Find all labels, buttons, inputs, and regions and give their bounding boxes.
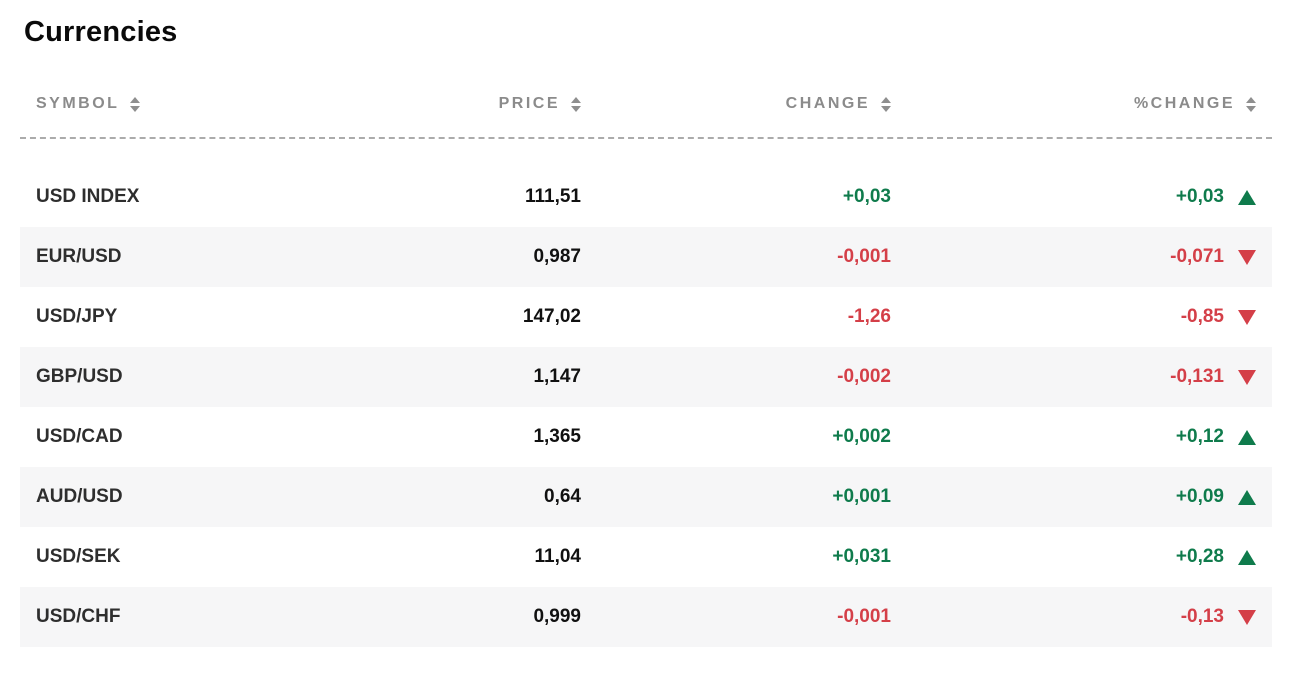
sort-icon[interactable] (1246, 96, 1256, 112)
symbol-label[interactable]: USD INDEX (36, 186, 140, 207)
percent-change-value: +0,12 (1175, 426, 1224, 447)
price-value: 11,04 (534, 546, 582, 567)
symbol-label[interactable]: EUR/USD (36, 246, 122, 267)
price-value: 1,365 (533, 426, 581, 447)
symbol-cell[interactable]: USD INDEX (36, 186, 316, 208)
percent-change-value: -0,071 (1170, 246, 1224, 267)
table-row[interactable]: USD/SEK 11,04 +0,031 +0,28 (20, 527, 1272, 587)
table-row[interactable]: GBP/USD 1,147 -0,002 -0,131 (20, 347, 1272, 407)
change-cell: -0,001 (581, 246, 891, 268)
change-value: +0,031 (832, 546, 891, 567)
table-row[interactable]: USD/CHF 0,999 -0,001 -0,13 (20, 587, 1272, 647)
percent-change-cell: +0,03 (891, 186, 1256, 208)
header-divider (20, 137, 1272, 139)
column-header-label: CHANGE (785, 95, 870, 112)
symbol-label[interactable]: USD/CHF (36, 606, 121, 627)
column-header-price[interactable]: PRICE (316, 95, 581, 113)
percent-change-value: -0,85 (1180, 306, 1224, 327)
price-cell: 147,02 (316, 306, 581, 328)
price-value: 147,02 (522, 306, 581, 327)
column-header-pct-change[interactable]: %CHANGE (891, 95, 1256, 113)
change-cell: -1,26 (581, 306, 891, 328)
column-header-label: SYMBOL (36, 95, 120, 112)
column-header-change[interactable]: CHANGE (581, 95, 891, 113)
currencies-table: SYMBOL PRICE CHANGE %CHANGE USD INDEX 11… (20, 87, 1272, 647)
change-value: -1,26 (847, 306, 891, 327)
percent-change-cell: -0,13 (891, 606, 1256, 628)
column-header-label: %CHANGE (1133, 95, 1235, 112)
table-row[interactable]: EUR/USD 0,987 -0,001 -0,071 (20, 227, 1272, 287)
percent-change-value: +0,28 (1175, 546, 1224, 567)
page-title: Currencies (24, 16, 178, 48)
symbol-cell[interactable]: USD/CHF (36, 606, 316, 628)
sort-icon[interactable] (881, 96, 891, 112)
price-cell: 0,999 (316, 606, 581, 628)
symbol-cell[interactable]: USD/JPY (36, 306, 316, 328)
symbol-cell[interactable]: EUR/USD (36, 246, 316, 268)
direction-arrow-icon (1238, 249, 1256, 265)
price-value: 1,147 (533, 366, 581, 387)
price-cell: 111,51 (316, 186, 581, 208)
price-value: 0,999 (533, 606, 581, 627)
percent-change-value: -0,131 (1170, 366, 1224, 387)
symbol-label[interactable]: AUD/USD (36, 486, 123, 507)
change-value: +0,03 (842, 186, 891, 207)
percent-change-cell: -0,071 (891, 246, 1256, 268)
price-value: 111,51 (524, 186, 581, 207)
price-cell: 0,987 (316, 246, 581, 268)
percent-change-cell: +0,28 (891, 546, 1256, 568)
percent-change-cell: +0,12 (891, 426, 1256, 448)
direction-arrow-icon (1238, 189, 1256, 205)
symbol-cell[interactable]: AUD/USD (36, 486, 316, 508)
table-row[interactable]: USD/CAD 1,365 +0,002 +0,12 (20, 407, 1272, 467)
price-cell: 1,365 (316, 426, 581, 448)
price-value: 0,987 (533, 246, 581, 267)
change-cell: +0,031 (581, 546, 891, 568)
change-value: -0,001 (837, 606, 891, 627)
percent-change-value: +0,09 (1175, 486, 1224, 507)
table-body: USD INDEX 111,51 +0,03 +0,03 EUR/USD 0,9… (20, 167, 1272, 647)
price-value: 0,64 (544, 486, 581, 507)
change-value: +0,002 (832, 426, 891, 447)
table-header-row: SYMBOL PRICE CHANGE %CHANGE (20, 87, 1272, 121)
direction-arrow-icon (1238, 369, 1256, 385)
change-value: +0,001 (832, 486, 891, 507)
price-cell: 11,04 (316, 546, 582, 568)
symbol-label[interactable]: USD/JPY (36, 306, 118, 327)
column-header-label: PRICE (498, 95, 560, 112)
table-row[interactable]: USD INDEX 111,51 +0,03 +0,03 (20, 167, 1272, 227)
symbol-cell[interactable]: GBP/USD (36, 366, 316, 388)
symbol-label[interactable]: USD/CAD (36, 426, 123, 447)
column-header-symbol[interactable]: SYMBOL (36, 95, 316, 113)
change-cell: +0,001 (581, 486, 891, 508)
price-cell: 0,64 (316, 486, 581, 508)
direction-arrow-icon (1238, 489, 1256, 505)
symbol-label[interactable]: USD/SEK (36, 546, 121, 567)
direction-arrow-icon (1238, 309, 1256, 325)
sort-icon[interactable] (571, 96, 581, 112)
change-cell: -0,001 (581, 606, 891, 628)
currencies-widget: Currencies SYMBOL PRICE CHANGE %CHANGE (20, 16, 1272, 647)
price-cell: 1,147 (316, 366, 581, 388)
change-cell: -0,002 (581, 366, 891, 388)
percent-change-cell: -0,85 (891, 306, 1256, 328)
direction-arrow-icon (1238, 429, 1256, 445)
change-value: -0,002 (837, 366, 891, 387)
percent-change-cell: -0,131 (891, 366, 1256, 388)
symbol-cell[interactable]: USD/CAD (36, 426, 316, 448)
direction-arrow-icon (1238, 609, 1256, 625)
percent-change-cell: +0,09 (891, 486, 1256, 508)
table-row[interactable]: AUD/USD 0,64 +0,001 +0,09 (20, 467, 1272, 527)
sort-icon[interactable] (130, 96, 141, 112)
change-cell: +0,002 (581, 426, 891, 448)
symbol-cell[interactable]: USD/SEK (36, 546, 316, 568)
table-row[interactable]: USD/JPY 147,02 -1,26 -0,85 (20, 287, 1272, 347)
direction-arrow-icon (1238, 549, 1256, 565)
change-value: -0,001 (837, 246, 891, 267)
percent-change-value: +0,03 (1175, 186, 1224, 207)
change-cell: +0,03 (581, 186, 891, 208)
symbol-label[interactable]: GBP/USD (36, 366, 123, 387)
percent-change-value: -0,13 (1180, 606, 1224, 627)
